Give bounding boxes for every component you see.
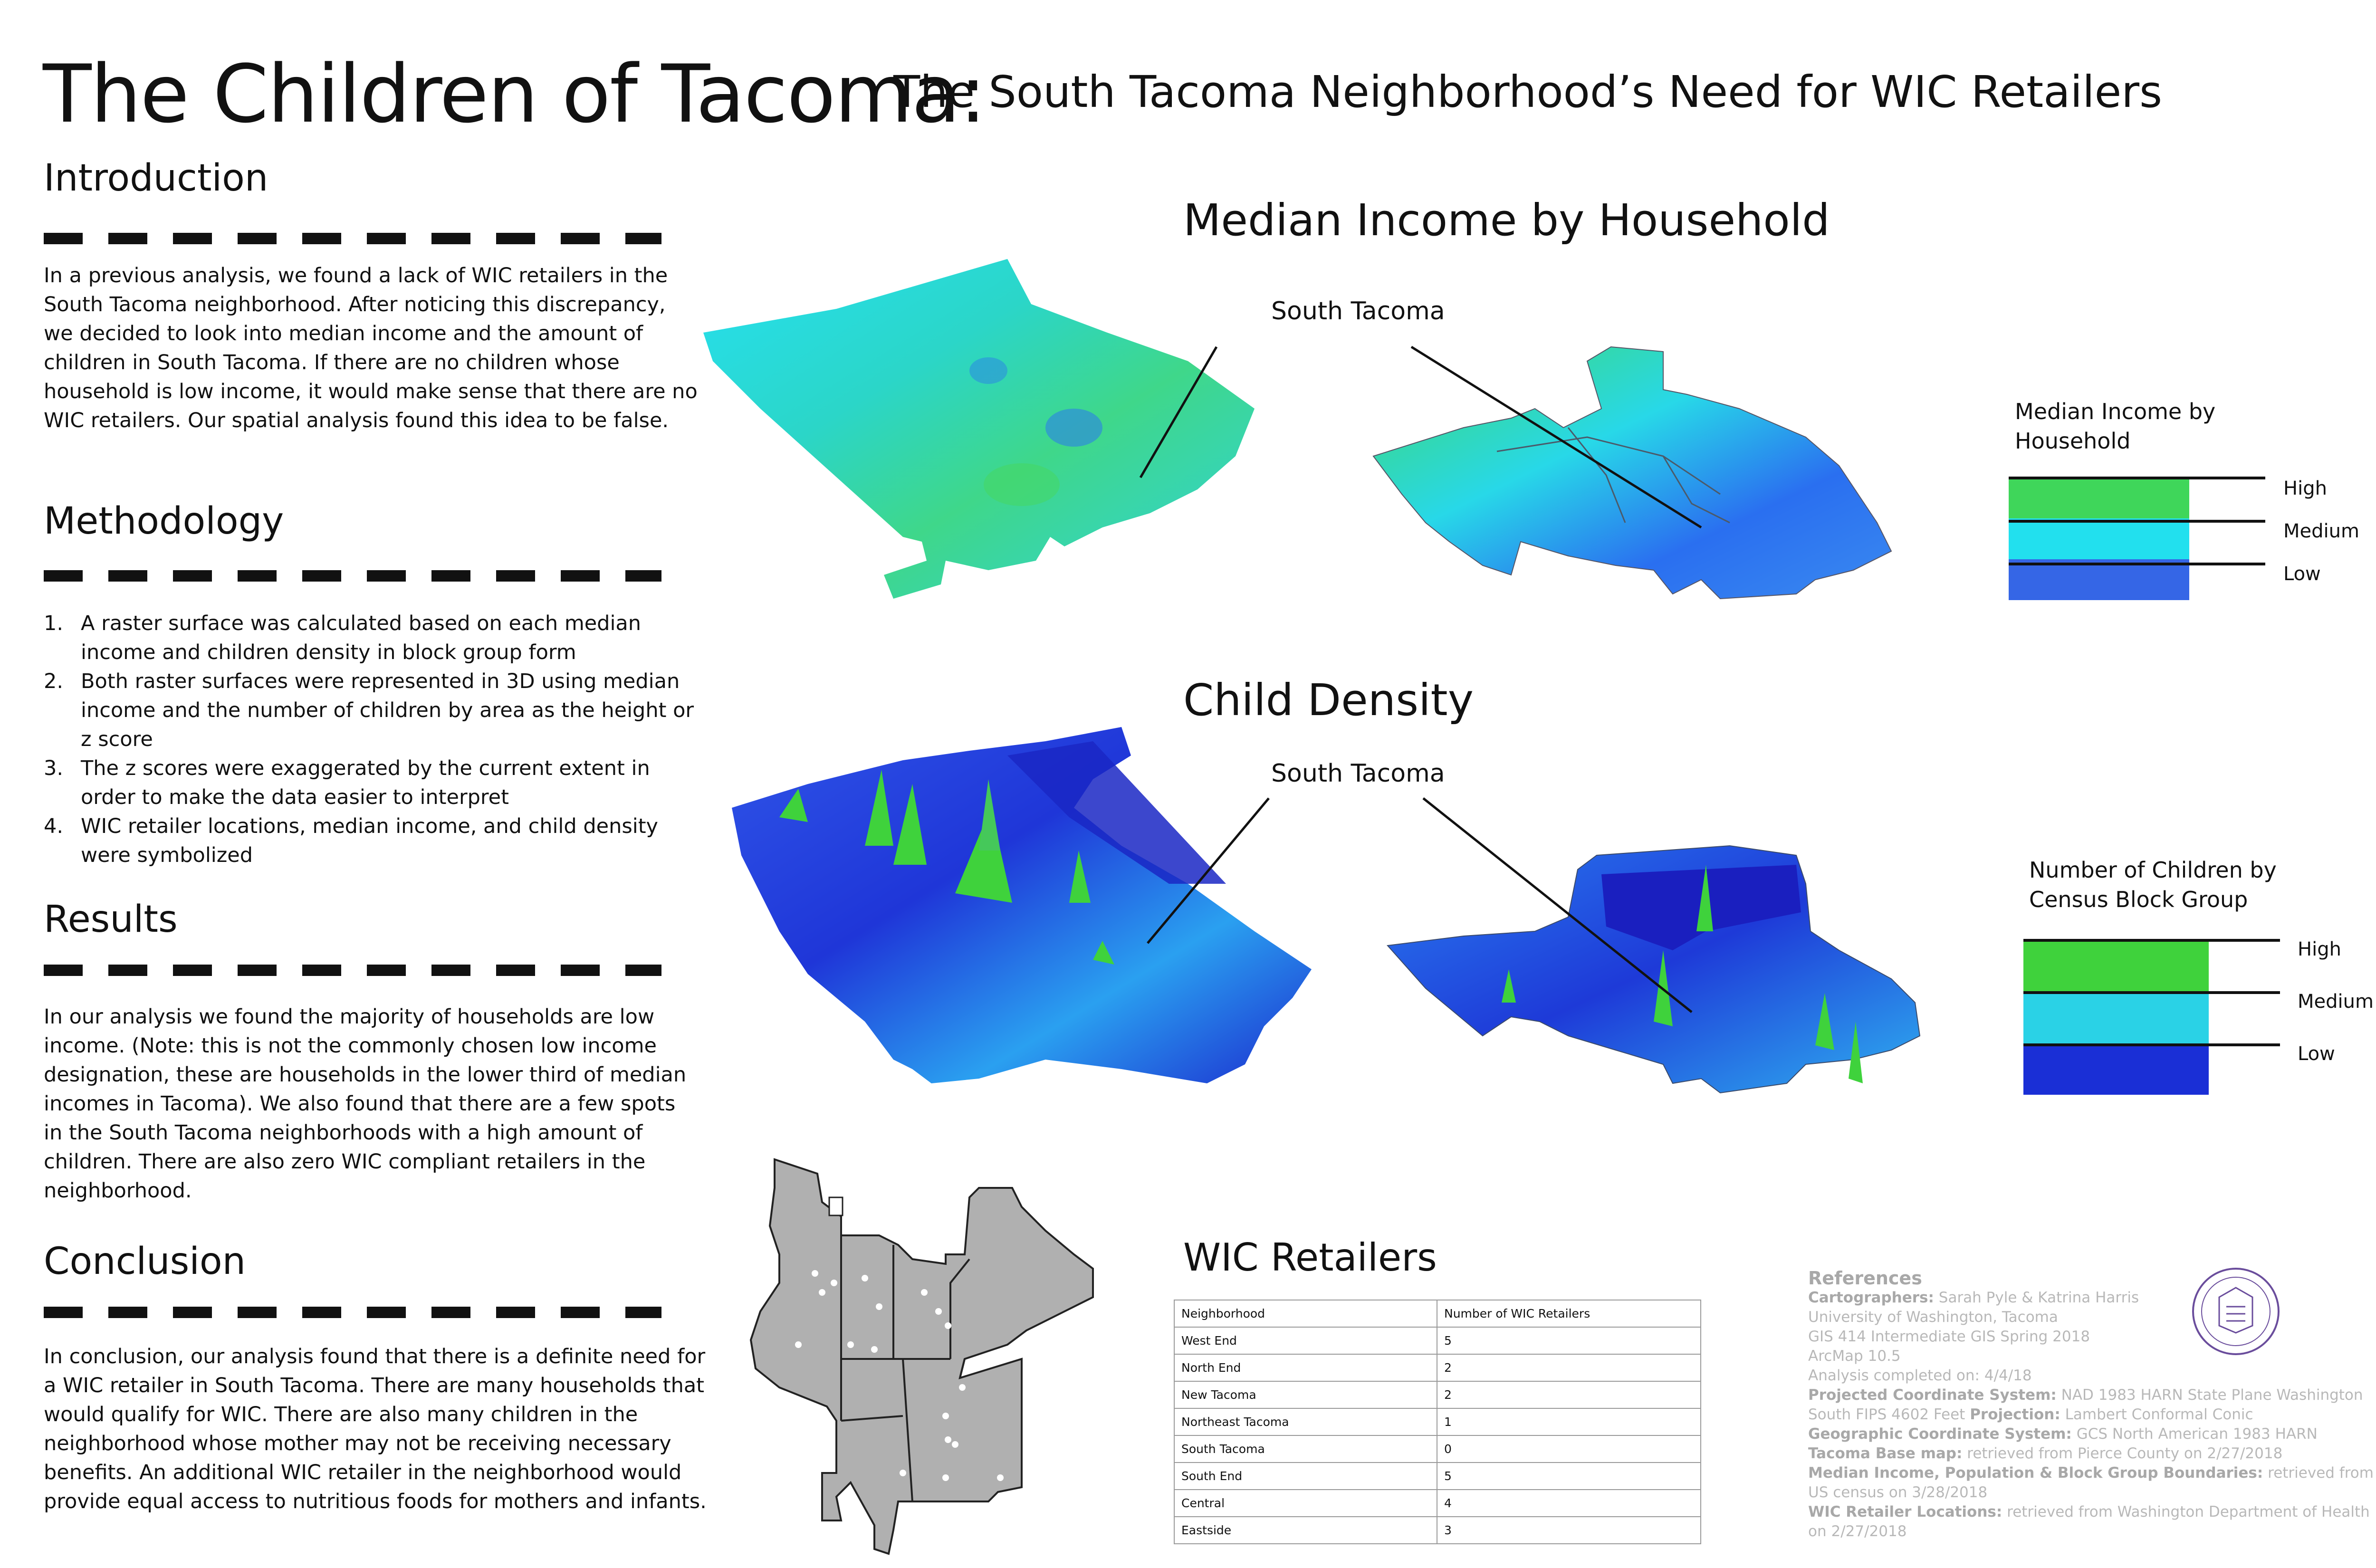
density-spike [893, 784, 927, 865]
table-header-row: Neighborhood Number of WIC Retailers [1174, 1300, 1701, 1328]
table-row: North End 2 [1174, 1354, 1701, 1382]
table-cell: 4 [1437, 1489, 1701, 1517]
density-legend-swatch-medium [2023, 992, 2209, 1043]
income-map-title: Median Income by Household [1183, 195, 1830, 246]
density-legend-swatch-high [2023, 941, 2209, 992]
table-cell: 5 [1437, 1462, 1701, 1490]
density-callout-line-right [1422, 797, 1693, 1013]
table-cell: 1 [1437, 1408, 1701, 1436]
density-spike [779, 789, 808, 822]
conclusion-text: In conclusion, our analysis found that t… [44, 1345, 707, 1513]
references-block: References Cartographers: Sarah Pyle & K… [1808, 1269, 2376, 1541]
density-spike [955, 808, 1012, 903]
column-header: Number of WIC Retailers [1437, 1300, 1701, 1328]
density-surface-left [732, 727, 1312, 1083]
table-row: New Tacoma 2 [1174, 1381, 1701, 1409]
income-legend-label-low: Low [2283, 563, 2321, 585]
poster-title: The Children of Tacoma: [43, 48, 987, 141]
density-legend-line-low [2023, 1043, 2280, 1046]
table-cell: 0 [1437, 1435, 1701, 1463]
income-legend-label-medium: Medium [2283, 520, 2359, 542]
table-cell: Northeast Tacoma [1174, 1408, 1437, 1436]
university-seal [2192, 1268, 2280, 1355]
table-cell: 5 [1437, 1327, 1701, 1355]
table-cell: Eastside [1174, 1516, 1437, 1544]
income-surface-left [703, 259, 1255, 599]
methodology-step: 4. WIC retailer locations, median income,… [44, 814, 659, 867]
conclusion-heading: Conclusion [44, 1240, 246, 1283]
table-cell: South End [1174, 1462, 1437, 1490]
income-legend-line-high [2009, 477, 2265, 479]
methodology-step: 2. Both raster surfaces were represented … [44, 669, 694, 751]
income-legend-title: Median Income by Household [2015, 399, 2216, 454]
methodology-heading: Methodology [44, 500, 284, 543]
density-spike [1502, 969, 1516, 1003]
methodology-list: 1. A raster surface was calculated based … [44, 609, 699, 870]
income-surface-right [1372, 346, 1892, 600]
density-spike [979, 779, 1000, 851]
conclusion-divider [44, 1307, 661, 1318]
table-cell: 3 [1437, 1516, 1701, 1544]
density-spike [1815, 993, 1834, 1050]
density-legend-line-high [2023, 939, 2280, 942]
income-low-spot [1045, 409, 1102, 447]
income-legend-swatch-low [2009, 559, 2189, 600]
table-cell: South Tacoma [1174, 1435, 1437, 1463]
density-spike [1849, 1022, 1863, 1083]
column-header: Neighborhood [1174, 1300, 1437, 1328]
density-callout-line-left [1147, 797, 1270, 944]
results-text: In our analysis we found the majority of… [44, 1005, 687, 1203]
density-spike [865, 770, 893, 846]
table-row: Central 4 [1174, 1489, 1701, 1517]
methodology-divider [44, 570, 661, 582]
density-spike [1696, 865, 1713, 931]
density-spike [1069, 851, 1091, 903]
table-cell: West End [1174, 1327, 1437, 1355]
wic-location-map [749, 1158, 1094, 1555]
table-row: South Tacoma 0 [1174, 1435, 1701, 1463]
poster-subtitle: The South Tacoma Neighborhood’s Need for… [893, 67, 2163, 117]
table-cell: 2 [1437, 1381, 1701, 1409]
density-legend-label-medium: Medium [2298, 991, 2374, 1013]
table-cell: Central [1174, 1489, 1437, 1517]
density-legend-label-high: High [2298, 938, 2341, 960]
table-row: Northeast Tacoma 1 [1174, 1408, 1701, 1436]
references-heading: References [1808, 1268, 1922, 1289]
wic-retailers-table: Neighborhood Number of WIC Retailers Wes… [1174, 1300, 1701, 1544]
income-legend-line-low [2009, 563, 2265, 565]
income-callout-line-left [1139, 346, 1218, 478]
income-high-spot [984, 463, 1060, 506]
table-cell: 2 [1437, 1354, 1701, 1382]
table-cell: New Tacoma [1174, 1381, 1437, 1409]
density-legend-label-low: Low [2298, 1043, 2335, 1065]
density-low-zone [1007, 741, 1226, 884]
introduction-heading: Introduction [44, 157, 268, 200]
income-low-spot [969, 357, 1007, 384]
density-spike [1093, 941, 1114, 965]
income-legend-swatch-medium [2009, 518, 2189, 559]
income-legend-swatch-high [2009, 478, 2189, 518]
density-legend-line-medium [2023, 991, 2280, 994]
table-row: West End 5 [1174, 1327, 1701, 1355]
income-legend-line-medium [2009, 520, 2265, 523]
methodology-step: 1. A raster surface was calculated based … [44, 612, 642, 664]
density-map-title: Child Density [1183, 675, 1474, 726]
introduction-divider [44, 233, 661, 244]
introduction-text: In a previous analysis, we found a lack … [44, 264, 698, 432]
table-cell: North End [1174, 1354, 1437, 1382]
density-legend-swatch-low [2023, 1043, 2209, 1095]
income-callout-line-right [1410, 345, 1702, 529]
methodology-step: 3. The z scores were exaggerated by the c… [44, 756, 650, 809]
wic-table-title: WIC Retailers [1183, 1235, 1437, 1280]
income-callout-label: South Tacoma [1271, 297, 1445, 325]
table-row: Eastside 3 [1174, 1516, 1701, 1544]
density-callout-label: South Tacoma [1271, 759, 1445, 788]
income-neighborhood-boundaries [1496, 427, 1730, 524]
results-divider [44, 965, 661, 976]
density-legend-title: Number of Children by Census Block Group [2029, 857, 2277, 912]
income-legend-label-high: High [2283, 478, 2327, 499]
table-row: South End 5 [1174, 1462, 1701, 1490]
results-heading: Results [44, 898, 178, 941]
